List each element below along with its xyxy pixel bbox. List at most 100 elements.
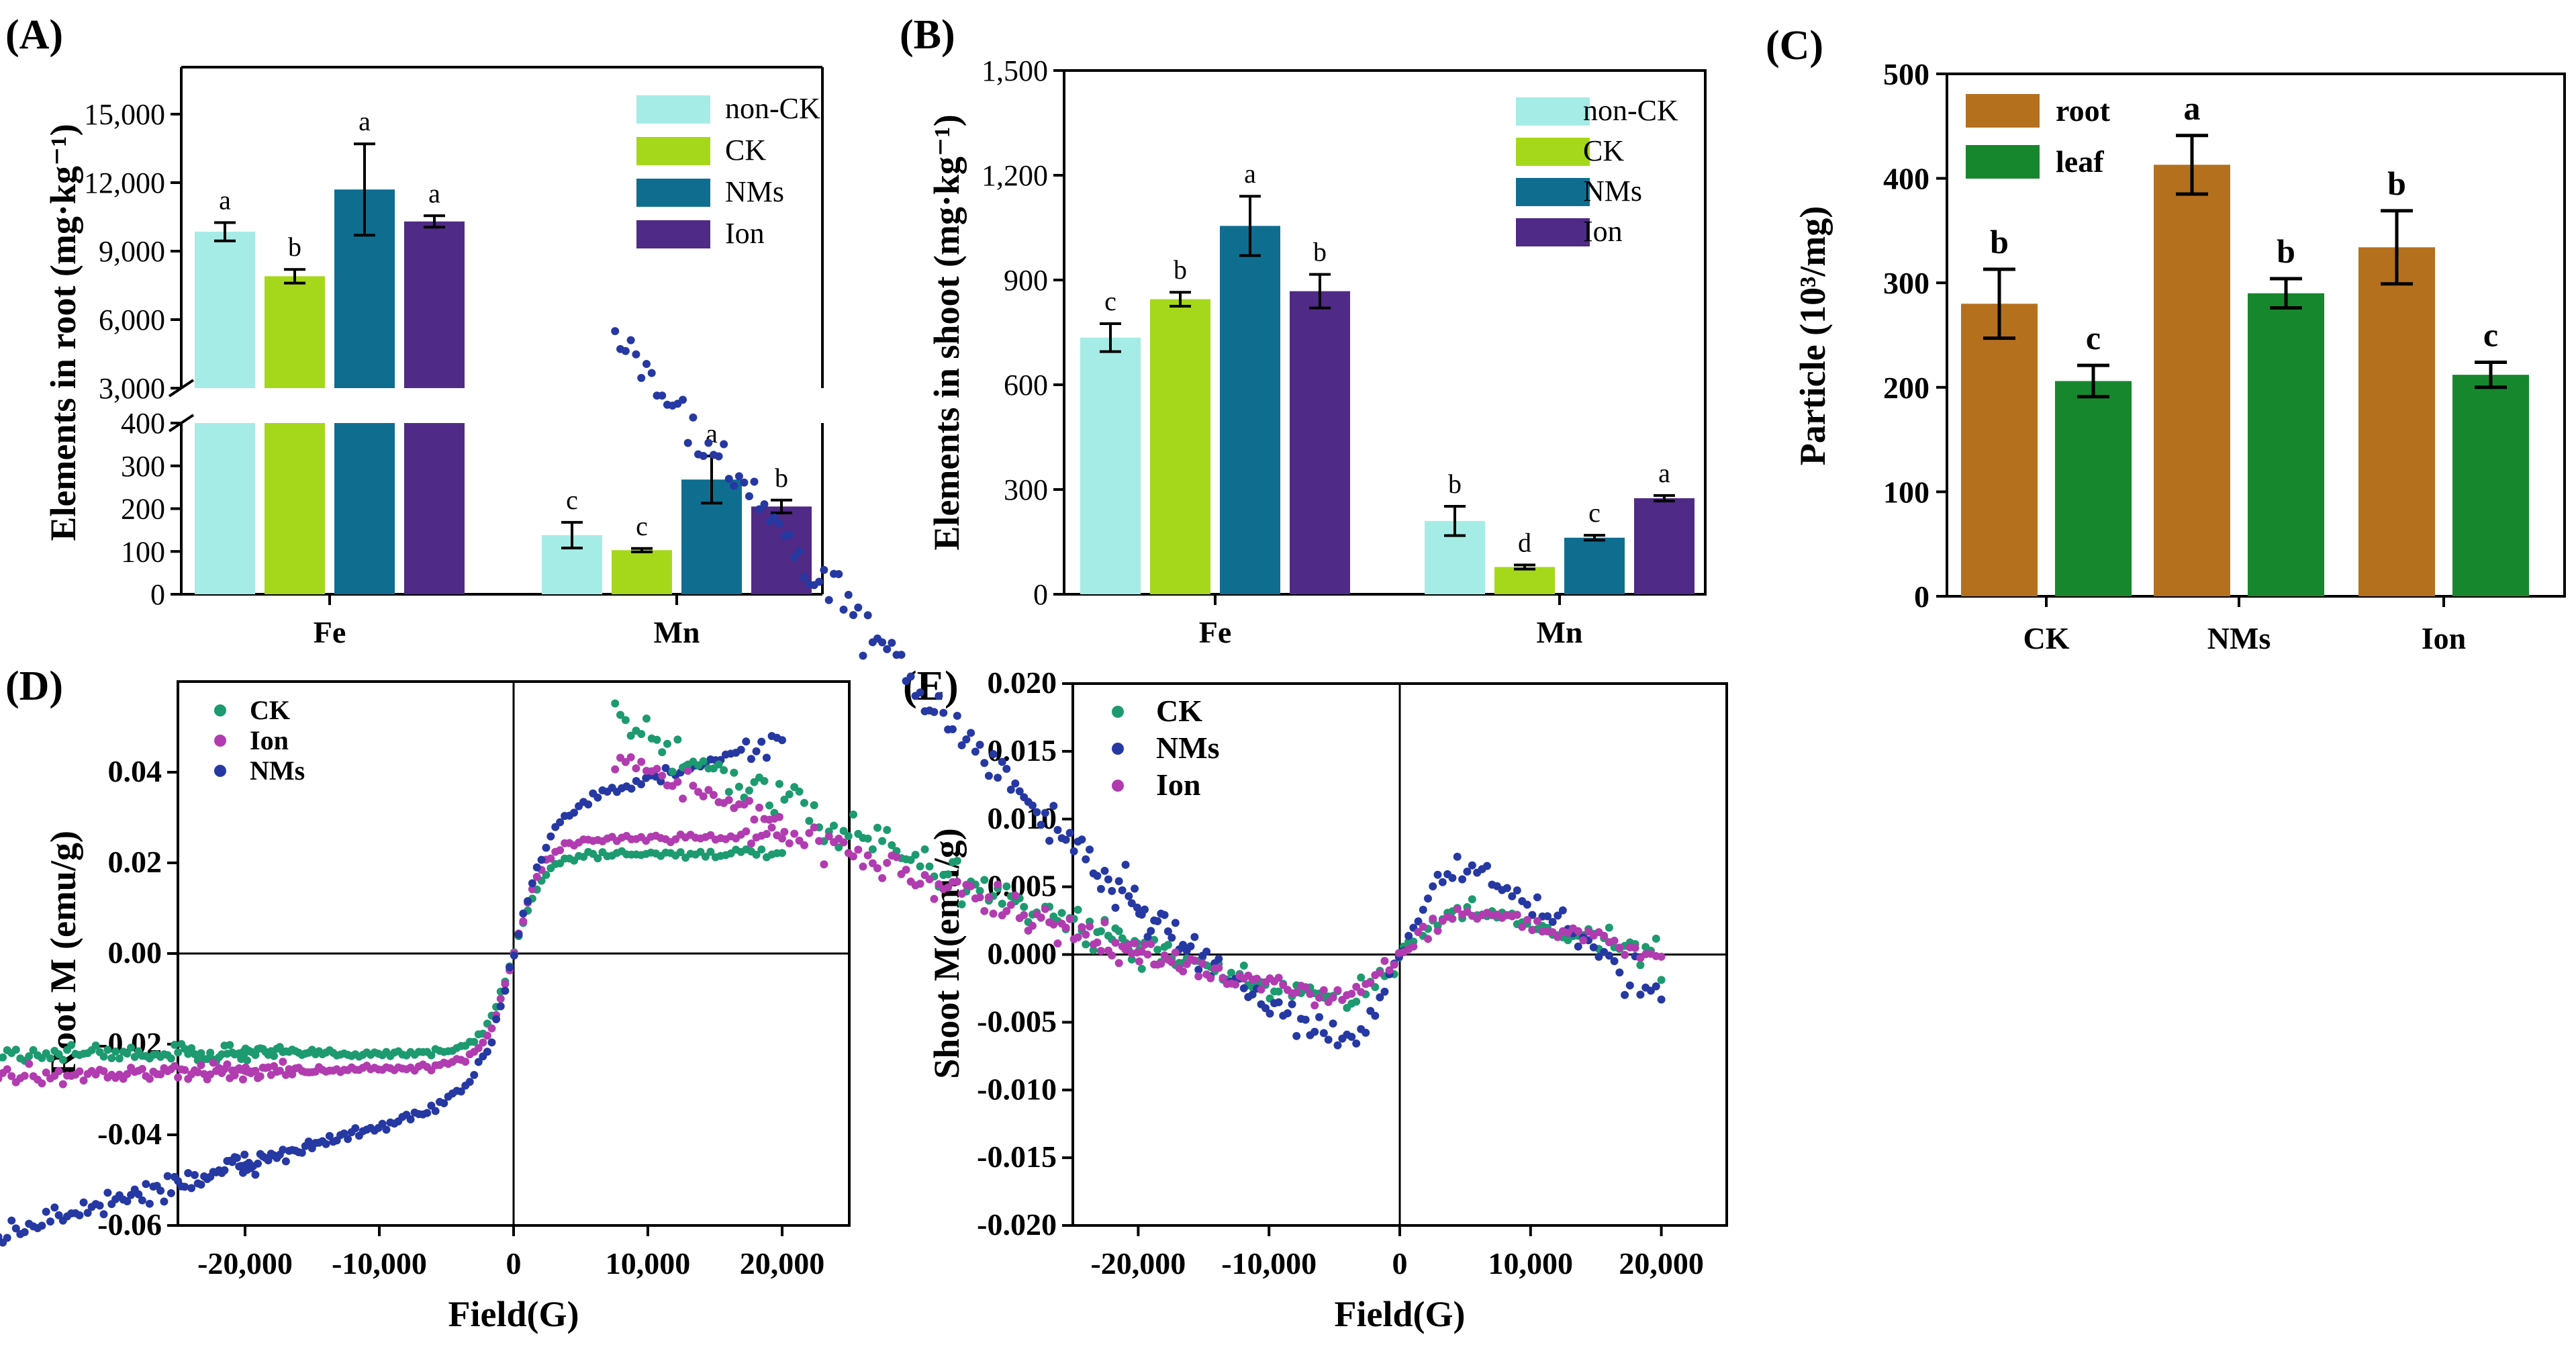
point-Ion <box>800 841 808 849</box>
point-NMs <box>457 1087 465 1096</box>
y-tick-label: -0.020 <box>977 1207 1057 1242</box>
point-NMs <box>854 603 863 612</box>
point-CK <box>103 1046 112 1054</box>
point-NMs <box>897 651 906 659</box>
legend-label: non-CK <box>725 92 820 125</box>
point-Ion <box>892 853 901 862</box>
bar-non-CK-Fe <box>195 232 255 388</box>
point-CK <box>1357 973 1366 982</box>
point-CK <box>1153 945 1162 954</box>
legend-swatch-Ion <box>1516 218 1590 246</box>
point-Ion <box>984 893 993 902</box>
point-NMs <box>232 1154 241 1162</box>
y-tick-label: 0 <box>150 578 165 611</box>
legend-label: Ion <box>725 217 765 250</box>
panel-a: (A) 3,000 6,000 9,000 12,000 15,000 0 100 200 300… <box>5 12 824 649</box>
point-Ion <box>1143 950 1152 959</box>
significance-letter: c <box>1104 286 1116 316</box>
point-Ion <box>251 1066 260 1075</box>
point-Ion <box>975 893 984 902</box>
point-NMs <box>1153 917 1162 925</box>
point-NMs <box>1127 899 1136 908</box>
point-Ion <box>694 788 703 796</box>
point-NMs <box>138 1196 146 1205</box>
point-NMs <box>1283 1009 1292 1017</box>
bar-CK-Fe <box>265 276 325 388</box>
significance-letter: a <box>359 106 371 136</box>
point-Ion <box>1167 958 1176 966</box>
point-Ion <box>1061 923 1070 932</box>
point-CK <box>673 735 682 744</box>
point-NMs <box>1433 870 1442 879</box>
point-Ion <box>1011 891 1020 900</box>
point-CK <box>11 1046 20 1054</box>
point-Ion <box>957 889 966 898</box>
point-NMs <box>1533 893 1541 902</box>
point-NMs <box>975 741 984 749</box>
point-CK <box>944 870 953 879</box>
point-NMs <box>1376 993 1384 1002</box>
point-Ion <box>1448 915 1457 923</box>
point-CK <box>906 855 915 864</box>
legend-label: leaf <box>2056 144 2104 179</box>
point-Ion <box>980 907 989 915</box>
point-NMs <box>1006 785 1015 794</box>
point-Ion <box>496 994 505 1003</box>
significance-letter: a <box>1244 158 1256 189</box>
point-Ion <box>944 883 953 892</box>
point-NMs <box>46 1217 55 1226</box>
point-Ion <box>750 815 759 824</box>
legend-swatch-leaf <box>1966 145 2040 179</box>
point-NMs <box>1448 874 1457 882</box>
point-NMs <box>470 1070 479 1079</box>
point-Ion <box>483 1031 491 1040</box>
y-tick-label: 400 <box>121 407 165 440</box>
point-Ion <box>775 812 783 821</box>
significance-letter: c <box>2086 319 2101 357</box>
point-Ion <box>1037 913 1045 922</box>
point-Ion <box>1347 989 1356 998</box>
point-CK <box>1074 905 1082 914</box>
point-Ion <box>1385 966 1394 974</box>
point-CK <box>765 801 773 810</box>
point-CK <box>873 823 881 832</box>
point-NMs <box>930 708 939 716</box>
point-Ion <box>1423 935 1432 943</box>
panel-d: (D)-0.06-0.04-0.020.000.020.04-20,000 -10… <box>0 663 851 1334</box>
point-NMs <box>683 438 692 447</box>
y-axis-label: Elements in shoot (mg·kg⁻¹) <box>926 114 967 550</box>
point-CK <box>593 854 602 863</box>
point-CK <box>127 1043 136 1052</box>
point-NMs <box>1065 829 1074 837</box>
point-CK <box>626 731 635 740</box>
panel-label: (B) <box>900 12 955 58</box>
point-NMs <box>1186 942 1195 951</box>
legend-swatch-NMs <box>1516 178 1590 206</box>
point-Ion <box>209 1058 218 1067</box>
point-NMs <box>1248 990 1257 999</box>
point-Ion <box>689 782 698 790</box>
point-CK <box>1636 961 1645 970</box>
point-CK <box>642 714 651 723</box>
y-tick-label: 0.000 <box>988 937 1057 971</box>
point-Ion <box>1657 952 1666 961</box>
point-NMs <box>704 438 713 447</box>
bar-CK-Fe <box>1150 299 1210 594</box>
point-NMs <box>699 452 708 461</box>
bar-NMs-Mn <box>1564 537 1625 594</box>
y-tick-label: 0.04 <box>108 754 162 788</box>
point-NMs <box>953 712 961 721</box>
point-Ion <box>704 786 713 794</box>
panel-b: (B) 0 300 600 900 1,200 1,500 Elements in shoot… <box>900 12 1707 649</box>
point-Ion <box>1329 993 1337 1002</box>
point-Ion <box>780 827 789 836</box>
point-CK <box>25 1052 34 1061</box>
y-tick-label: 9,000 <box>99 235 165 268</box>
x-tick-label: Fe <box>314 615 346 649</box>
point-NMs <box>38 1221 46 1230</box>
significance-letter: b <box>2387 165 2406 202</box>
point-NMs <box>740 478 749 487</box>
point-NMs <box>3 1234 11 1242</box>
y-tick-label: 6,000 <box>99 304 165 336</box>
point-Ion <box>75 1067 84 1076</box>
